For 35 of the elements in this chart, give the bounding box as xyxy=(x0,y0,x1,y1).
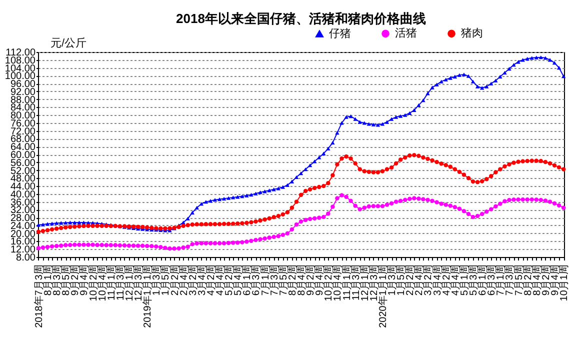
x-tick-label: 4月2周 xyxy=(206,264,217,296)
x-tick-label: 2月4周 xyxy=(178,264,190,296)
x-tick-label: 11月1周 xyxy=(106,264,118,300)
x-tick-label: 5月1周 xyxy=(459,264,470,296)
x-tick-label: 7月3周 xyxy=(269,264,280,296)
x-tick-label: 3月2周 xyxy=(188,264,199,296)
x-tick-label: 11月1周 xyxy=(342,264,353,300)
legend-label: 仔猪 xyxy=(329,26,351,40)
x-tick-label: 4月4周 xyxy=(450,264,462,296)
x-tick-label: 7月1周 xyxy=(260,264,272,296)
x-tick-label: 10月2周 xyxy=(88,264,100,302)
x-tick-label: 9月2周 xyxy=(540,264,552,296)
x-tick-label: 8月2周 xyxy=(287,264,298,296)
x-tick-label: 11月3周 xyxy=(350,264,362,300)
x-tick-label: 2月2周 xyxy=(170,264,181,296)
y-axis-title: 元/公斤 xyxy=(50,36,87,50)
x-tick-label: 12月1周 xyxy=(124,264,136,302)
y-tick-label: 8.00 xyxy=(16,252,36,264)
legend-label: 活猪 xyxy=(395,26,417,40)
x-tick-label: 8月2周 xyxy=(522,264,534,296)
x-tick-label: 2018年7月3周 xyxy=(32,264,45,328)
x-tick-label: 12月1周 xyxy=(360,264,371,302)
x-tick-label: 11月3周 xyxy=(115,264,126,300)
chart-title: 2018年以来全国仔猪、活猪和猪肉价格曲线 xyxy=(176,11,426,26)
x-tick-label: 8月4周 xyxy=(296,264,308,296)
x-tick-label: 4月2周 xyxy=(441,264,452,296)
x-tick-label: 3月4周 xyxy=(196,264,208,296)
x-tick-label: 10月4周 xyxy=(97,264,108,302)
x-tick-label: 7月5周 xyxy=(278,264,290,296)
x-tick-label: 3月4周 xyxy=(432,264,444,296)
legend-label: 猪肉 xyxy=(461,26,483,40)
x-tick-label: 8月4周 xyxy=(532,264,543,296)
x-tick-label: 9月4周 xyxy=(550,264,561,296)
x-tick-label: 7月5周 xyxy=(514,264,525,296)
x-tick-label: 10月1周 xyxy=(559,264,570,302)
